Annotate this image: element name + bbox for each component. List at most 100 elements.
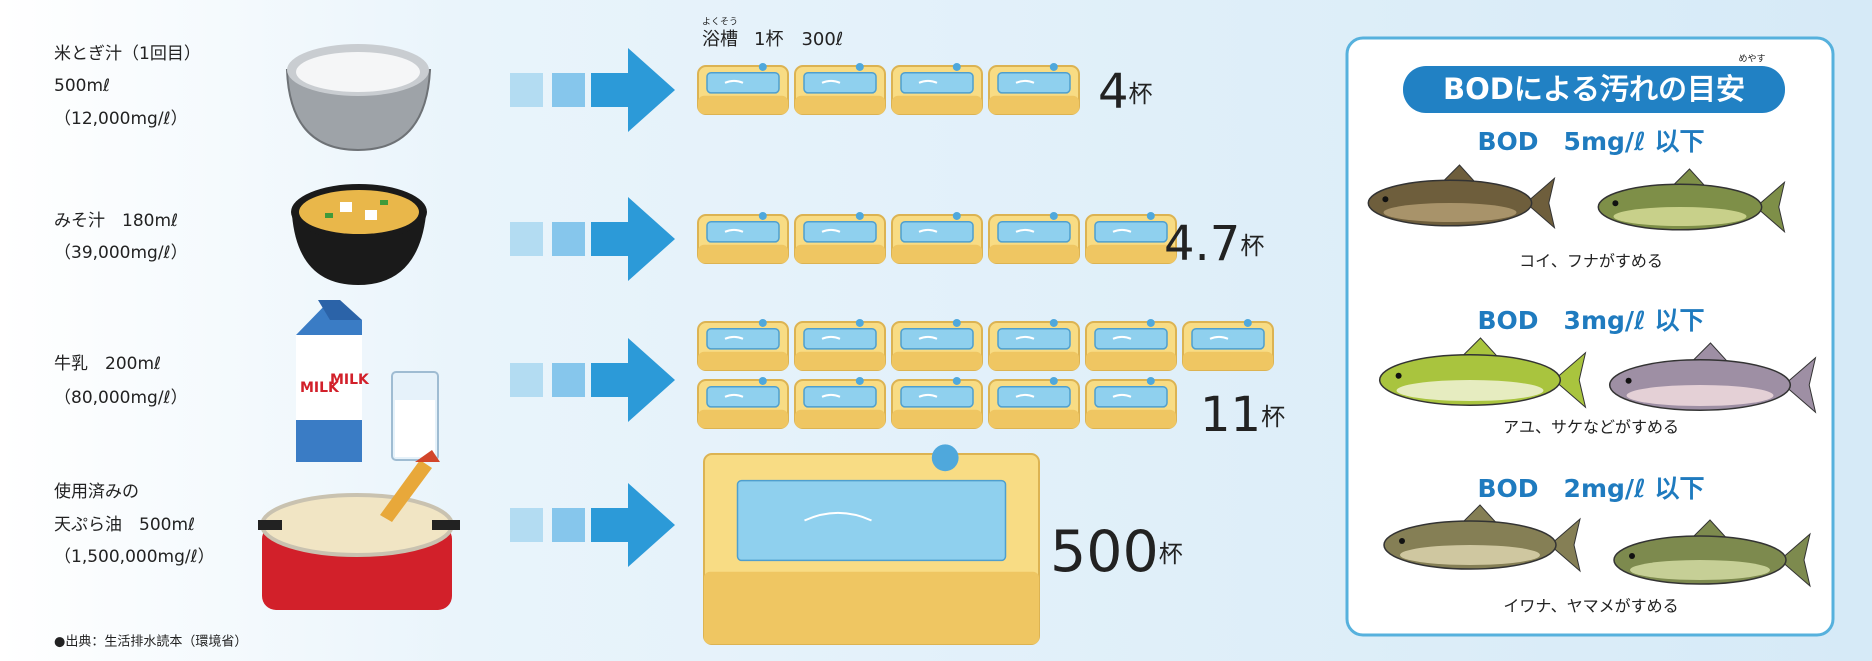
bathtub-icon bbox=[891, 211, 983, 264]
count-unit: 杯 bbox=[1261, 403, 1285, 431]
fish-tail bbox=[1779, 532, 1811, 588]
tub-count: 11杯 bbox=[1200, 387, 1285, 443]
tub-ripple bbox=[1112, 393, 1132, 398]
tub-front bbox=[892, 95, 982, 114]
tub-front bbox=[1086, 244, 1176, 263]
fish-belly bbox=[1400, 545, 1540, 565]
tub-front bbox=[698, 244, 788, 263]
bathtub-icon bbox=[794, 318, 886, 371]
tub-ripple bbox=[804, 511, 872, 522]
row-label-line: （80,000mg/ℓ） bbox=[54, 388, 188, 408]
tub-front bbox=[1086, 351, 1176, 370]
tub-ripple bbox=[1015, 335, 1035, 340]
fish-belly bbox=[1396, 380, 1544, 401]
fish-tail bbox=[1755, 180, 1786, 234]
bathtub-icon bbox=[1085, 211, 1177, 264]
bathtub-icon bbox=[891, 376, 983, 429]
arrow bbox=[591, 338, 675, 422]
tub-front bbox=[892, 244, 982, 263]
fish-icon bbox=[1608, 342, 1817, 414]
water-drop bbox=[952, 211, 961, 220]
bathtub-icon bbox=[794, 376, 886, 429]
water-drop bbox=[1049, 376, 1058, 385]
water-drop bbox=[1146, 318, 1155, 327]
arrow-square bbox=[552, 73, 585, 107]
fish-eye bbox=[1395, 372, 1402, 379]
tub-ripple bbox=[821, 335, 841, 340]
row-label-line: （1,500,000mg/ℓ） bbox=[54, 547, 215, 567]
fish-eye bbox=[1612, 200, 1619, 207]
bathtub-icon bbox=[697, 211, 789, 264]
count-unit: 杯 bbox=[1129, 80, 1153, 108]
carton-label: MILK bbox=[330, 372, 370, 388]
pot-icon bbox=[258, 450, 460, 610]
water-drop bbox=[952, 318, 961, 327]
tub-count: 4.7杯 bbox=[1164, 216, 1264, 272]
arrow-square bbox=[552, 222, 585, 256]
bathtub-icon bbox=[697, 62, 789, 115]
water-drop bbox=[758, 376, 767, 385]
fish-belly bbox=[1613, 207, 1747, 226]
water-drop bbox=[758, 62, 767, 71]
tub-front bbox=[892, 351, 982, 370]
count-value: 4.7 bbox=[1164, 216, 1240, 272]
tub-front bbox=[704, 571, 1039, 644]
panel-title: BODによる汚れの目安 bbox=[1443, 72, 1745, 106]
tub-ripple bbox=[918, 335, 938, 340]
fish-icon bbox=[1367, 164, 1556, 230]
tub-front bbox=[989, 409, 1079, 428]
tub-count: 4杯 bbox=[1098, 64, 1153, 120]
arrow bbox=[591, 197, 675, 281]
bathtub-icon bbox=[988, 62, 1080, 115]
count-unit: 杯 bbox=[1159, 540, 1183, 568]
water-drop bbox=[855, 211, 864, 220]
fish-tail bbox=[1549, 517, 1581, 573]
tub-ripple bbox=[821, 79, 841, 84]
carton-label: MILK bbox=[300, 380, 340, 396]
arrow-square bbox=[510, 508, 543, 542]
fish-tail bbox=[1553, 351, 1587, 409]
count-unit: 杯 bbox=[1240, 232, 1264, 260]
fish-eye bbox=[1382, 196, 1389, 203]
arrow bbox=[591, 483, 675, 567]
water-drop bbox=[758, 211, 767, 220]
tub-front bbox=[1183, 351, 1273, 370]
water-drop bbox=[758, 318, 767, 327]
tub-ripple bbox=[724, 228, 744, 233]
bathtub-icon bbox=[891, 318, 983, 371]
count-value: 500 bbox=[1050, 519, 1159, 585]
bath-header: 浴槽 1杯 300ℓ bbox=[702, 29, 843, 50]
tub-ripple bbox=[821, 393, 841, 398]
bathtub-icon bbox=[1085, 376, 1177, 429]
tub-ripple bbox=[724, 79, 744, 84]
water-drop bbox=[855, 62, 864, 71]
fish-belly bbox=[1630, 560, 1770, 580]
bathtub-icon bbox=[988, 211, 1080, 264]
tub-ripple bbox=[724, 335, 744, 340]
water-drop bbox=[1049, 318, 1058, 327]
fish-tail bbox=[1525, 176, 1556, 230]
bath-label: 浴槽 bbox=[702, 29, 738, 50]
tub-ripple bbox=[724, 393, 744, 398]
row-label-line: 500mℓ bbox=[54, 76, 110, 96]
tub-front bbox=[1086, 409, 1176, 428]
water-drop bbox=[931, 444, 959, 472]
fish-caption: コイ、フナがすめる bbox=[1519, 252, 1663, 271]
tub-front bbox=[795, 244, 885, 263]
tub-ripple bbox=[918, 393, 938, 398]
count-value: 4 bbox=[1098, 64, 1129, 120]
bathtub-icon bbox=[703, 444, 1040, 645]
panel-title-pill bbox=[1403, 66, 1785, 113]
tub-front bbox=[989, 244, 1079, 263]
arrow-square bbox=[510, 363, 543, 397]
row-label-line: 米とぎ汁（1回目） bbox=[54, 44, 201, 64]
fish-tail bbox=[1783, 356, 1817, 414]
fish-icon bbox=[1378, 337, 1587, 409]
water-drop bbox=[855, 376, 864, 385]
tub-front bbox=[698, 95, 788, 114]
tub-ripple bbox=[1209, 335, 1229, 340]
tub-ripple bbox=[1015, 79, 1035, 84]
bathtub-icon bbox=[794, 62, 886, 115]
fish-belly bbox=[1383, 203, 1517, 222]
tub-ripple bbox=[1015, 228, 1035, 233]
